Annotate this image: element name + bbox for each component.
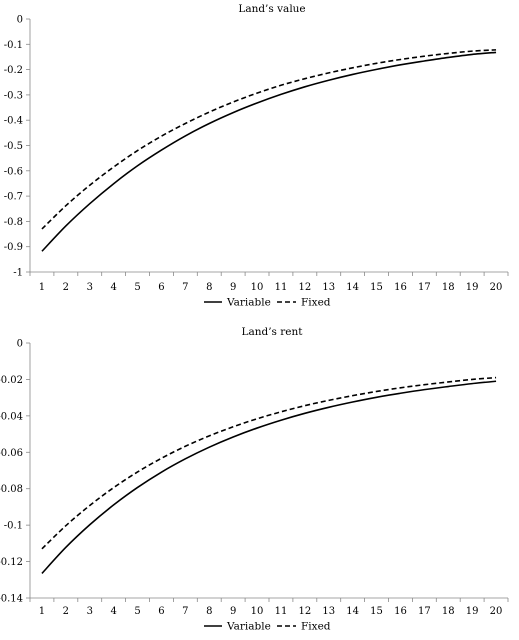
x-tick-label: 11 <box>275 606 288 617</box>
y-tick-label: -0.5 <box>4 141 23 152</box>
y-tick-label: 0 <box>17 339 23 350</box>
x-tick-label: 9 <box>230 282 236 293</box>
x-tick-label: 9 <box>230 606 236 617</box>
x-tick-label: 3 <box>87 282 93 293</box>
x-tick-label: 17 <box>418 606 431 617</box>
x-tick-label: 4 <box>110 282 116 293</box>
land-rent-chart: Land’s rent 0 -0.02 -0.04 -0.06 -0.08 -0.1 -0.… <box>0 326 508 633</box>
series-line-variable <box>42 381 496 573</box>
y-tick-label: -1 <box>13 268 23 279</box>
x-tick-label: 12 <box>298 282 311 293</box>
x-tick-label: 19 <box>466 282 479 293</box>
chart-title-land-rent: Land’s rent <box>242 326 304 338</box>
x-tick-label: 2 <box>63 606 69 617</box>
x-tick-label: 8 <box>206 606 212 617</box>
y-tick-label: -0.02 <box>0 375 23 386</box>
x-tick-label: 20 <box>490 282 503 293</box>
y-tick-label: -0.9 <box>4 242 23 253</box>
y-tick-label: -0.06 <box>0 448 23 459</box>
x-tick-label: 3 <box>87 606 93 617</box>
y-tick-label: -0.14 <box>0 594 23 605</box>
x-tick-label: 14 <box>346 282 359 293</box>
x-tick-label: 15 <box>370 282 383 293</box>
y-tick-label: -0.12 <box>0 557 23 568</box>
y-tick-label: -0.08 <box>0 484 23 495</box>
legend-label-fixed: Fixed <box>301 297 331 309</box>
x-tick-label: 4 <box>110 606 116 617</box>
x-tick-label: 6 <box>158 282 164 293</box>
y-tick-label: -0.3 <box>4 90 23 101</box>
y-tick-label: -0.7 <box>4 192 23 203</box>
x-tick-label: 5 <box>134 282 140 293</box>
x-tick-label: 15 <box>370 606 383 617</box>
series-line-variable <box>42 52 496 251</box>
x-tick-label: 14 <box>346 606 359 617</box>
y-tick-label: 0 <box>17 15 23 26</box>
x-tick-label: 7 <box>182 606 188 617</box>
x-tick-label: 16 <box>394 282 407 293</box>
land-value-chart: Land’s value 0 -0.1 -0.2 -0.3 -0.4 -0.5 -0.6 -0… <box>4 3 508 309</box>
x-tick-label: 7 <box>182 282 188 293</box>
x-tick-label: 8 <box>206 282 212 293</box>
x-tick-label: 10 <box>251 282 264 293</box>
y-tick-label: -0.04 <box>0 411 23 422</box>
y-tick-label: -0.8 <box>4 217 23 228</box>
x-tick-label: 12 <box>298 606 311 617</box>
x-tick-label: 6 <box>158 606 164 617</box>
legend: Variable Fixed <box>204 621 331 633</box>
series-line-fixed <box>42 50 496 229</box>
legend-label-variable: Variable <box>226 297 271 309</box>
y-tick-label: -0.2 <box>4 65 23 76</box>
y-tick-label: -0.1 <box>4 40 23 51</box>
x-tick-label: 20 <box>490 606 503 617</box>
y-tick-label: -0.4 <box>4 116 23 127</box>
legend-label-fixed: Fixed <box>301 621 331 633</box>
x-tick-label: 18 <box>442 282 455 293</box>
x-tick-label: 10 <box>251 606 264 617</box>
x-tick-label: 2 <box>63 282 69 293</box>
x-tick-label: 19 <box>466 606 479 617</box>
y-tick-label: -0.6 <box>4 166 23 177</box>
legend-label-variable: Variable <box>226 621 271 633</box>
y-tick-label: -0.1 <box>4 521 23 532</box>
series-line-fixed <box>42 378 496 549</box>
x-tick-label: 5 <box>134 606 140 617</box>
x-tick-label: 13 <box>322 606 335 617</box>
x-tick-label: 13 <box>322 282 335 293</box>
x-tick-label: 11 <box>275 282 288 293</box>
legend: Variable Fixed <box>204 297 331 309</box>
x-tick-label: 1 <box>39 606 45 617</box>
x-tick-label: 16 <box>394 606 407 617</box>
x-tick-label: 18 <box>442 606 455 617</box>
x-tick-label: 1 <box>39 282 45 293</box>
chart-title-land-value: Land’s value <box>238 3 305 15</box>
x-tick-label: 17 <box>418 282 431 293</box>
